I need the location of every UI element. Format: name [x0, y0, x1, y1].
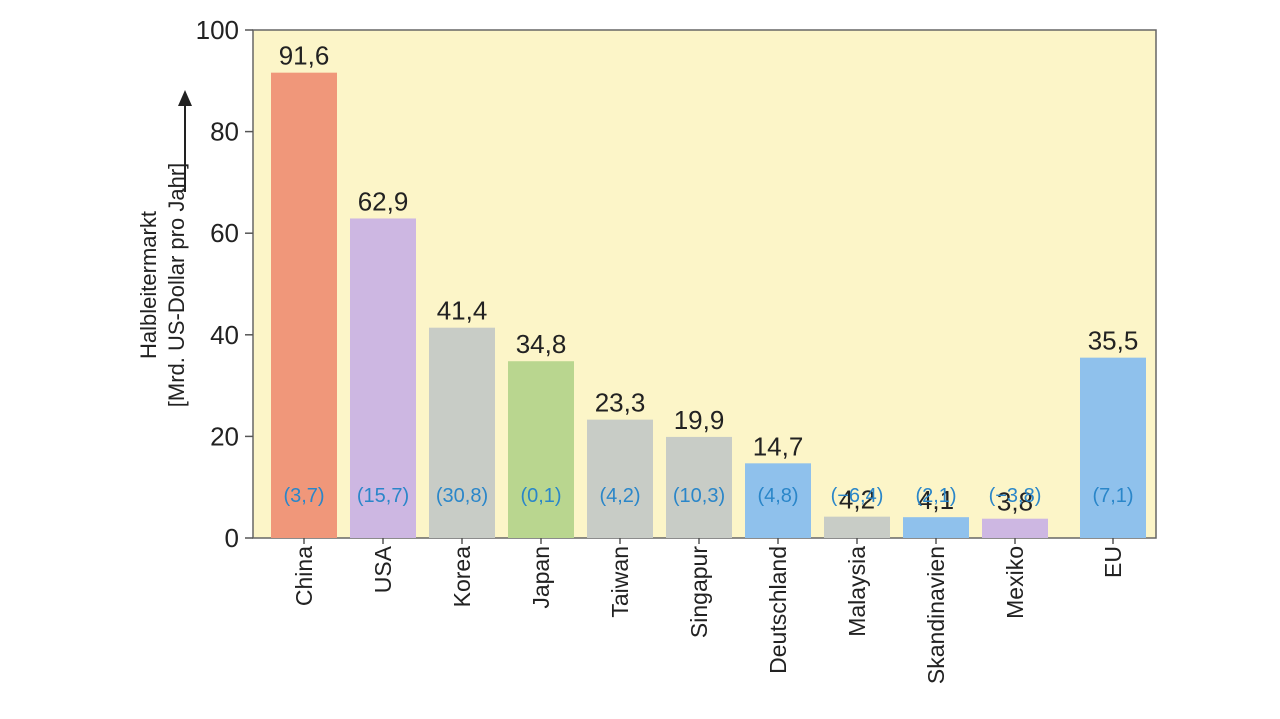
- bar-japan: [508, 361, 574, 538]
- bar-mexiko: [982, 518, 1048, 538]
- value-label: 19,9: [674, 405, 725, 435]
- category-label: Japan: [528, 546, 554, 609]
- bar-korea: [429, 327, 495, 538]
- category-label: Korea: [449, 546, 475, 608]
- y-tick-label: 60: [210, 218, 239, 248]
- bar-deutschland: [745, 463, 811, 538]
- category-label: Deutschland: [765, 546, 791, 674]
- secondary-label: (4,8): [757, 485, 798, 507]
- category-label: Singapur: [686, 546, 712, 638]
- secondary-label: (4,2): [599, 485, 640, 507]
- secondary-label: (30,8): [436, 485, 488, 507]
- secondary-label: (−3,8): [989, 485, 1042, 507]
- secondary-label: (−6,4): [831, 485, 884, 507]
- y-tick-label: 20: [210, 421, 239, 451]
- category-label: Malaysia: [844, 546, 870, 637]
- value-label: 41,4: [437, 296, 488, 326]
- y-tick-label: 40: [210, 320, 239, 350]
- y-tick-label: 80: [210, 117, 239, 147]
- category-label: Mexiko: [1002, 546, 1028, 619]
- value-label: 14,7: [753, 431, 804, 461]
- category-label: Skandinavien: [923, 546, 949, 684]
- secondary-label: (10,3): [673, 485, 725, 507]
- bar-skandinavien: [903, 517, 969, 538]
- secondary-label: (0,1): [520, 485, 561, 507]
- category-label: USA: [370, 545, 396, 593]
- y-tick-label: 0: [225, 523, 239, 553]
- bar-malaysia: [824, 516, 890, 538]
- y-axis-arrow: [178, 90, 192, 192]
- category-label: Taiwan: [607, 546, 633, 618]
- secondary-label: (15,7): [357, 485, 409, 507]
- category-label: China: [291, 546, 317, 606]
- bar-usa: [350, 218, 416, 538]
- y-axis-title: Halbleitermarkt [Mrd. US-Dollar pro Jahr…: [136, 163, 189, 408]
- bar-singapur: [666, 436, 732, 538]
- value-label: 91,6: [279, 41, 330, 71]
- value-label: 4,2: [839, 485, 875, 515]
- value-label: 34,8: [516, 329, 567, 359]
- secondary-label: (7,1): [1092, 485, 1133, 507]
- y-axis-label-line1: Halbleitermarkt: [136, 211, 161, 359]
- axes-group: China USA Korea Japan Taiwan Singapur Deutschl…: [196, 15, 1126, 684]
- bar-taiwan: [587, 419, 653, 538]
- y-tick-label: 100: [196, 15, 239, 45]
- value-label: 62,9: [358, 186, 409, 216]
- bars-group: 91,6 (3,7) 62,9 (15,7) 41,4 (30,8) 34,8 (0,1) 23…: [271, 41, 1146, 538]
- bar-china: [271, 72, 337, 538]
- y-axis-label-line2: [Mrd. US-Dollar pro Jahr]: [164, 163, 189, 408]
- bar-eu: [1080, 357, 1146, 538]
- secondary-label: (2,1): [915, 485, 956, 507]
- value-label: 4,1: [918, 485, 954, 515]
- value-label: 23,3: [595, 388, 646, 418]
- value-label: 3,8: [997, 487, 1033, 517]
- secondary-label: (3,7): [283, 485, 324, 507]
- category-label: EU: [1100, 546, 1126, 578]
- value-label: 35,5: [1088, 326, 1139, 356]
